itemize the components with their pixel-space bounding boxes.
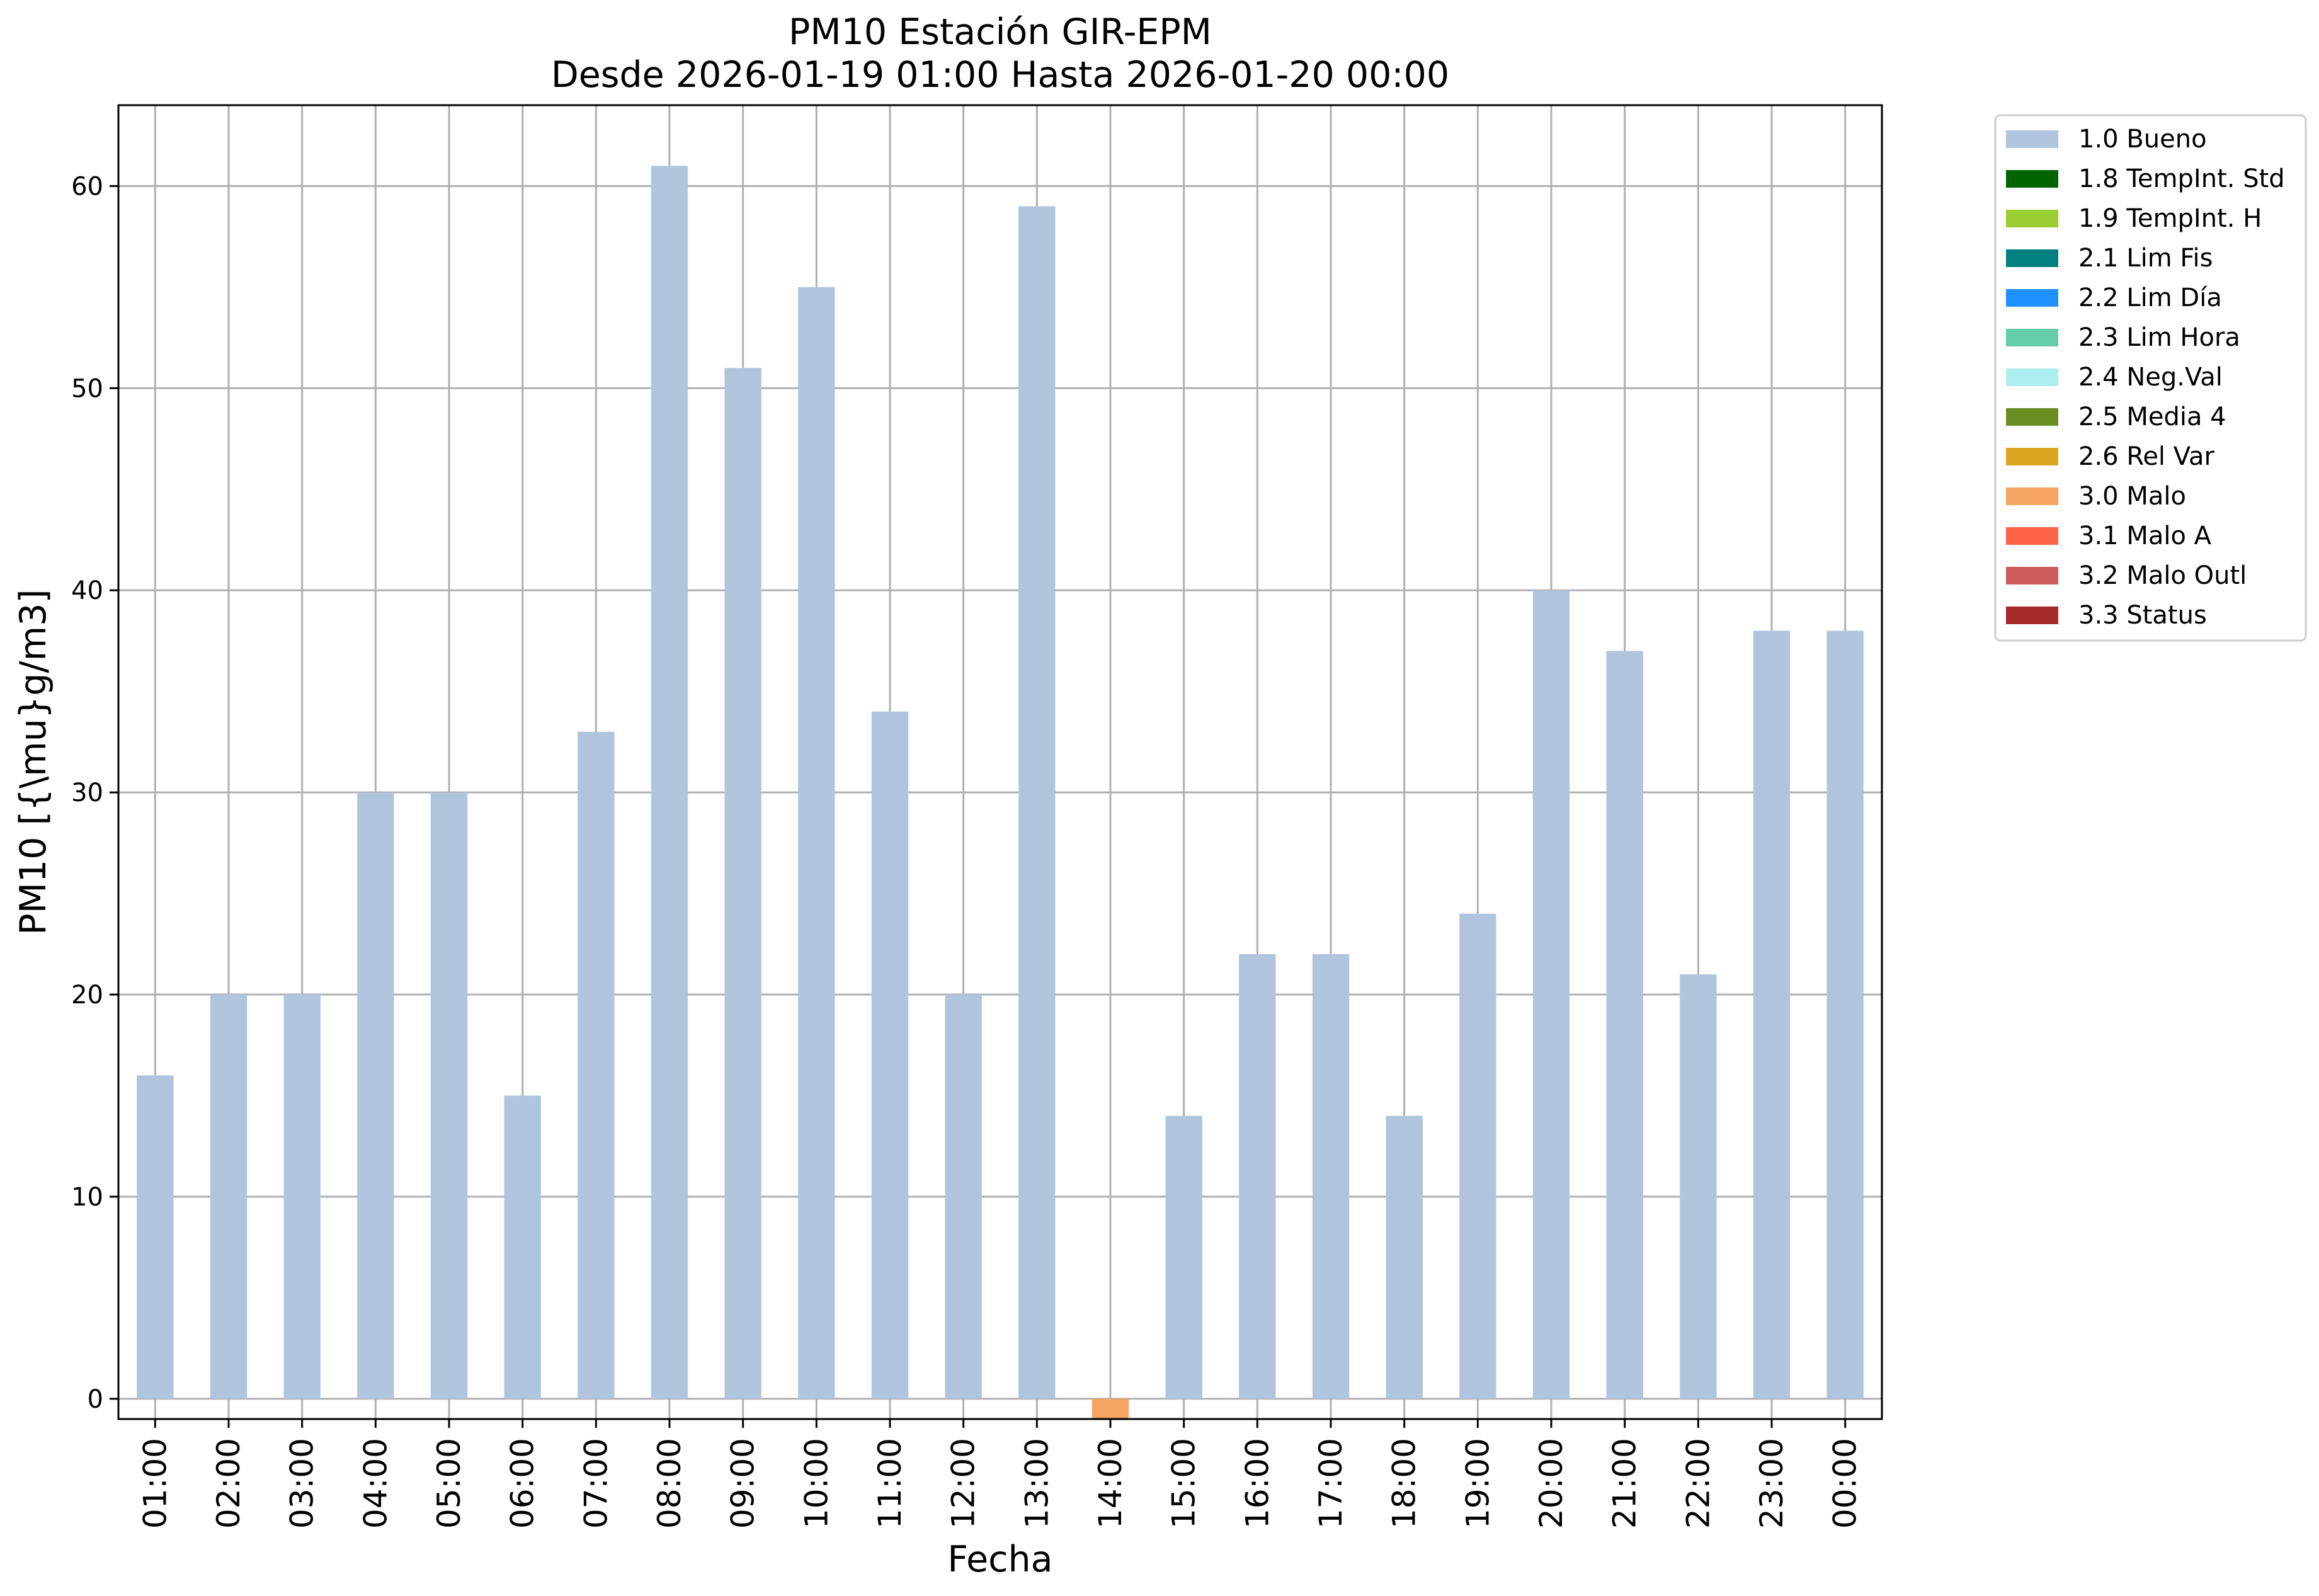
bars bbox=[137, 166, 1864, 1419]
bar-0000 bbox=[1826, 630, 1864, 1399]
y-tick-label: 0 bbox=[88, 1385, 103, 1414]
x-tick-label: 00:00 bbox=[1827, 1438, 1864, 1529]
legend-swatch bbox=[2006, 408, 2058, 426]
x-tick-label: 15:00 bbox=[1166, 1438, 1202, 1529]
x-tick-label: 09:00 bbox=[725, 1438, 761, 1529]
legend-item-label: 3.2 Malo Outl bbox=[2078, 561, 2247, 590]
x-tick-label: 12:00 bbox=[945, 1438, 982, 1529]
y-tick-label: 30 bbox=[71, 778, 103, 807]
legend-swatch bbox=[2006, 448, 2058, 465]
x-tick-label: 19:00 bbox=[1459, 1438, 1496, 1529]
x-tick-label: 17:00 bbox=[1313, 1438, 1349, 1529]
bar-0100 bbox=[137, 1075, 174, 1399]
x-tick-label: 03:00 bbox=[284, 1438, 321, 1529]
bar-0200 bbox=[210, 995, 248, 1399]
legend-item-label: 3.1 Malo A bbox=[2078, 522, 2212, 550]
legend-swatch bbox=[2006, 249, 2058, 267]
x-tick-label: 04:00 bbox=[357, 1438, 394, 1529]
x-tick-label: 08:00 bbox=[651, 1438, 688, 1529]
y-tick-label: 20 bbox=[71, 981, 103, 1010]
legend: 1.0 Bueno 1.8 TempInt. Std 1.9 TempInt. H 2… bbox=[1994, 114, 2307, 642]
x-tick-label: 14:00 bbox=[1092, 1438, 1129, 1529]
y-tick-label: 60 bbox=[71, 172, 103, 201]
x-tick-label: 21:00 bbox=[1607, 1438, 1643, 1529]
legend-item-label: 3.0 Malo bbox=[2078, 482, 2186, 511]
bar-1800 bbox=[1386, 1115, 1423, 1399]
bar-2300 bbox=[1753, 630, 1791, 1399]
x-axis-ticks: 01:00 02:00 03:00 04:00 05:00 06:00 07:00 08:00… bbox=[137, 1419, 1864, 1529]
y-axis-ticks: 0 10 20 30 40 50 60 bbox=[71, 172, 118, 1414]
legend-swatch bbox=[2006, 527, 2058, 545]
legend-item-label: 2.4 Neg.Val bbox=[2078, 363, 2223, 392]
x-tick-label: 13:00 bbox=[1018, 1438, 1055, 1529]
bar-1500 bbox=[1165, 1115, 1202, 1399]
plot-frame bbox=[117, 104, 1883, 1420]
bar-0800 bbox=[651, 166, 688, 1399]
legend-swatch bbox=[2006, 289, 2058, 307]
bar-0300 bbox=[283, 995, 321, 1399]
bar-2100 bbox=[1606, 651, 1643, 1399]
bar-0500 bbox=[430, 792, 468, 1399]
legend-swatch bbox=[2006, 130, 2058, 148]
bar-0600 bbox=[504, 1095, 541, 1399]
legend-item-label: 2.5 Media 4 bbox=[2078, 402, 2226, 431]
legend-swatch bbox=[2006, 170, 2058, 188]
bar-1000 bbox=[798, 287, 835, 1399]
legend-item-label: 2.2 Lim Día bbox=[2078, 283, 2222, 312]
x-tick-label: 16:00 bbox=[1239, 1438, 1275, 1529]
y-axis-label: PM10 [{\mu}g/m3] bbox=[13, 589, 54, 935]
y-tick-label: 50 bbox=[71, 374, 103, 403]
legend-item-label: 2.6 Rel Var bbox=[2078, 442, 2215, 471]
legend-swatch bbox=[2006, 210, 2058, 227]
x-tick-label: 10:00 bbox=[798, 1438, 835, 1529]
bar-1100 bbox=[871, 711, 909, 1399]
x-tick-label: 11:00 bbox=[872, 1438, 908, 1529]
x-tick-label: 01:00 bbox=[137, 1438, 173, 1529]
y-tick-label: 40 bbox=[71, 576, 103, 605]
legend-item-label: 1.9 TempInt. H bbox=[2078, 204, 2262, 233]
legend-item-label: 3.3 Status bbox=[2078, 601, 2207, 630]
bar-0700 bbox=[578, 731, 615, 1399]
x-tick-label: 23:00 bbox=[1753, 1438, 1790, 1529]
legend-item-label: 1.0 Bueno bbox=[2078, 125, 2207, 154]
legend-swatch bbox=[2006, 329, 2058, 346]
legend-item-label: 2.3 Lim Hora bbox=[2078, 323, 2240, 352]
legend-swatch bbox=[2006, 567, 2058, 584]
bar-2000 bbox=[1532, 590, 1570, 1399]
legend-swatch bbox=[2006, 607, 2058, 624]
x-tick-label: 18:00 bbox=[1386, 1438, 1423, 1529]
bar-1400 bbox=[1091, 1398, 1129, 1419]
x-tick-label: 20:00 bbox=[1533, 1438, 1570, 1529]
bar-1900 bbox=[1459, 913, 1496, 1399]
bar-1300 bbox=[1018, 206, 1056, 1399]
bar-2200 bbox=[1680, 974, 1717, 1399]
x-tick-label: 06:00 bbox=[504, 1438, 541, 1529]
x-tick-label: 05:00 bbox=[431, 1438, 467, 1529]
x-tick-label: 22:00 bbox=[1680, 1438, 1716, 1529]
plot-area bbox=[118, 105, 1882, 1419]
legend-item-label: 2.1 Lim Fis bbox=[2078, 244, 2213, 273]
bar-0900 bbox=[724, 368, 761, 1399]
bar-0400 bbox=[357, 792, 394, 1399]
bar-1600 bbox=[1239, 954, 1276, 1399]
y-tick-label: 10 bbox=[71, 1183, 103, 1212]
x-axis-label: Fecha bbox=[947, 1539, 1052, 1580]
legend-swatch bbox=[2006, 368, 2058, 386]
legend-frame bbox=[1994, 114, 2307, 642]
x-tick-label: 07:00 bbox=[578, 1438, 614, 1529]
legend-swatch bbox=[2006, 487, 2058, 505]
bar-1700 bbox=[1312, 954, 1350, 1399]
chart-title: PM10 Estación GIR-EPM bbox=[789, 11, 1212, 53]
bar-1200 bbox=[945, 995, 982, 1399]
legend-item-label: 1.8 TempInt. Std bbox=[2078, 164, 2285, 193]
x-tick-label: 02:00 bbox=[210, 1438, 247, 1529]
chart-subtitle: Desde 2026-01-19 01:00 Hasta 2026-01-20 … bbox=[551, 54, 1449, 96]
